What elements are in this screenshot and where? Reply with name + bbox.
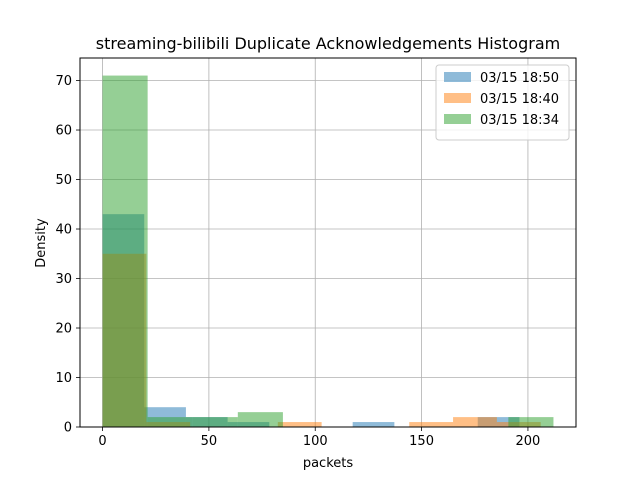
series-3-bars	[102, 75, 554, 428]
y-axis-label: Density	[34, 218, 49, 268]
x-tick-label: 200	[516, 434, 541, 449]
y-tick-label: 60	[55, 124, 72, 139]
x-axis-ticks: 0 50 100 150 200	[98, 427, 540, 449]
y-tick-label: 20	[55, 322, 72, 337]
histogram-bars	[102, 75, 554, 428]
legend-label: 03/15 18:40	[480, 92, 559, 107]
histogram-bar	[409, 422, 454, 427]
histogram-bar	[352, 422, 395, 427]
y-tick-label: 30	[55, 272, 72, 287]
legend-label: 03/15 18:50	[480, 71, 559, 86]
histogram-bar	[453, 417, 497, 427]
y-tick-label: 50	[55, 173, 72, 188]
plot-frame	[79, 57, 577, 428]
x-tick-label: 0	[98, 434, 106, 449]
y-tick-label: 10	[55, 371, 72, 386]
histogram-bar	[277, 422, 322, 427]
series-1-bars	[102, 214, 520, 427]
histogram-bar	[147, 417, 193, 427]
x-axis-label: packets	[303, 456, 354, 471]
legend-label: 03/15 18:34	[480, 113, 559, 128]
y-tick-label: 0	[64, 421, 72, 436]
histogram-bar	[192, 417, 238, 427]
histogram-bar	[508, 417, 554, 427]
y-axis-ticks: 0 10 20 30 40 50 60 70	[55, 74, 80, 436]
y-tick-label: 70	[55, 74, 72, 89]
series-2-bars	[102, 253, 541, 427]
histogram-bar	[237, 412, 283, 427]
x-tick-label: 100	[303, 434, 328, 449]
x-tick-label: 150	[409, 434, 434, 449]
x-tick-label: 50	[201, 434, 218, 449]
chart-title: streaming-bilibili Duplicate Acknowledge…	[96, 34, 560, 53]
histogram-bar	[102, 75, 148, 428]
legend-swatch	[444, 93, 471, 103]
legend: 03/15 18:50 03/15 18:40 03/15 18:34	[435, 64, 570, 141]
legend-swatch	[444, 72, 471, 82]
legend-swatch	[444, 114, 471, 124]
y-tick-label: 40	[55, 223, 72, 238]
